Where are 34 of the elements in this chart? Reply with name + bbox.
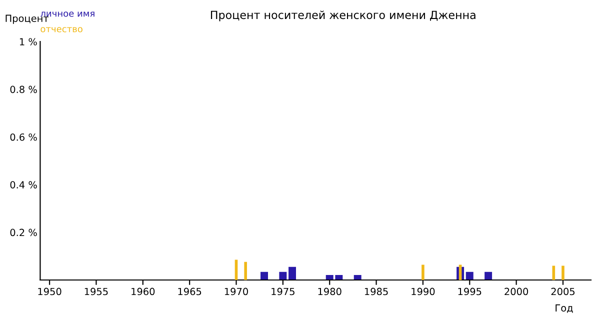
- y-tick-label: 0.8 %: [10, 86, 37, 94]
- bar: [458, 264, 462, 280]
- x-tick-label: 1965: [178, 288, 202, 296]
- x-tick-label: 1980: [318, 288, 342, 296]
- bar: [354, 274, 362, 280]
- x-tick-label: 1955: [84, 288, 108, 296]
- y-tick-label: 1 %: [20, 38, 37, 46]
- y-tick-label: 0.4 %: [10, 181, 37, 188]
- x-tick-label: 1985: [364, 288, 388, 296]
- x-axis-title: Год: [556, 304, 573, 313]
- bar: [288, 266, 296, 280]
- x-tick-label: 2000: [504, 288, 528, 296]
- bar: [484, 272, 492, 280]
- x-tick-label: 1960: [132, 288, 155, 296]
- x-tick-label: 1990: [412, 288, 435, 296]
- y-axis-title: Процент: [6, 14, 49, 24]
- chart-title: Процент носителей женского имени Дженна: [210, 10, 476, 22]
- y-tick-label: 0.2 %: [10, 228, 37, 236]
- bar: [422, 264, 424, 280]
- text: личное имя: [40, 12, 94, 17]
- y-tick-label: 0.6 %: [10, 133, 37, 141]
- bar: [260, 272, 268, 280]
- x-tick-label: 1950: [38, 288, 62, 296]
- bar: [466, 272, 474, 280]
- bar: [552, 266, 556, 280]
- bar: [234, 260, 238, 280]
- x-tick-label: 2005: [551, 288, 575, 296]
- x-tick-label: 1970: [224, 288, 248, 296]
- x-tick-label: 1975: [272, 288, 294, 296]
- bar: [562, 266, 564, 280]
- bar: [279, 272, 287, 280]
- bar: [244, 262, 247, 280]
- text: отчество: [40, 27, 82, 32]
- x-tick-label: 1995: [458, 288, 482, 296]
